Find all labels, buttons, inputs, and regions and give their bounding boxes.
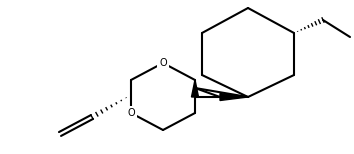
- Polygon shape: [220, 93, 248, 101]
- Polygon shape: [192, 80, 199, 97]
- Text: O: O: [127, 108, 135, 118]
- Text: O: O: [159, 58, 167, 68]
